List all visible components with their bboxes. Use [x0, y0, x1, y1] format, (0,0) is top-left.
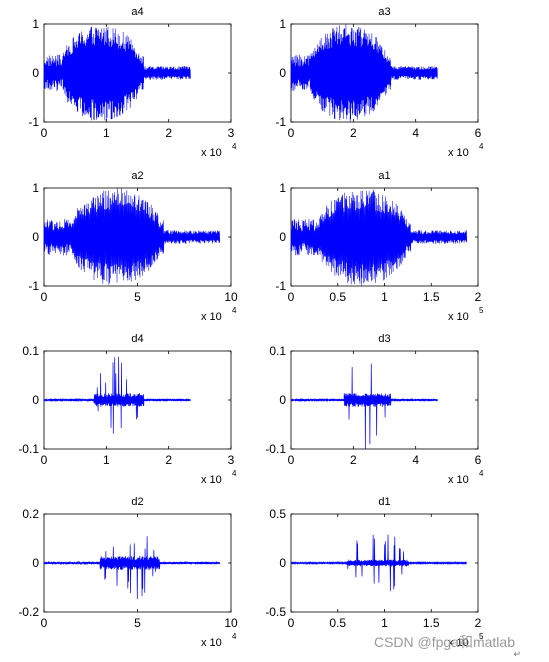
- subplot-d4: d40 1 2 3-0.100.1x 104: [18, 333, 237, 486]
- y-tick-label: 0.1: [269, 344, 286, 358]
- x-tick-label: 3: [228, 126, 235, 140]
- x-tick-label: 0: [41, 616, 48, 630]
- x-tick-label: 1: [103, 453, 110, 467]
- x-tick-label: 1.5: [423, 290, 440, 304]
- y-tick-label: -0.1: [18, 442, 39, 456]
- x-tick-label: 1: [381, 616, 388, 630]
- x-tick-label: 0: [288, 126, 295, 140]
- y-tick-label: -1: [275, 115, 286, 129]
- x-tick-label: 10: [224, 616, 238, 630]
- subplot-title: d1: [378, 496, 390, 508]
- y-tick-label: -0.1: [265, 442, 286, 456]
- x-tick-label: 2: [350, 126, 357, 140]
- y-tick-label: 1: [32, 181, 39, 195]
- x-tick-label: 1.5: [423, 616, 440, 630]
- x-tick-label: 2: [165, 126, 172, 140]
- x-tick-label: 2: [475, 616, 482, 630]
- subplot-d2: d20 5 10-0.200.2x 104: [18, 496, 238, 649]
- x-exponent-power: 4: [479, 142, 484, 151]
- x-exponent-power: 4: [232, 142, 237, 151]
- y-tick-label: -0.5: [265, 605, 286, 619]
- x-tick-label: 2: [475, 290, 482, 304]
- signal-trace: [290, 534, 468, 592]
- signal-trace: [290, 363, 438, 450]
- x-tick-label: 1: [381, 290, 388, 304]
- y-tick-label: 0: [32, 556, 39, 570]
- x-tick-label: 6: [475, 126, 482, 140]
- x-tick-label: 4: [412, 126, 419, 140]
- y-tick-label: 0.1: [22, 344, 39, 358]
- subplot-title: d2: [131, 496, 143, 508]
- subplot-d3: d30 2 4 6-0.100.1x 104: [265, 333, 484, 486]
- y-tick-label: -0.2: [18, 605, 39, 619]
- subplot-title: a3: [378, 6, 390, 18]
- x-exponent-power: 5: [479, 632, 484, 641]
- csdn-watermark: CSDN @fpga和matlab: [373, 634, 515, 650]
- x-tick-label: 0.5: [329, 290, 346, 304]
- signal-trace: [43, 356, 191, 434]
- x-exponent-power: 4: [232, 306, 237, 315]
- subplot-d1: d10 0.5 1 1.5 2-0.500.5x 105: [265, 496, 484, 649]
- y-tick-label: -1: [275, 279, 286, 293]
- y-tick-label: 0.5: [269, 507, 286, 521]
- x-exponent-label: x 10: [201, 147, 222, 159]
- x-tick-label: 10: [224, 290, 238, 304]
- x-tick-label: 1: [103, 126, 110, 140]
- y-tick-label: 0: [32, 230, 39, 244]
- x-tick-label: 0: [288, 290, 295, 304]
- x-tick-label: 2: [165, 453, 172, 467]
- subplot-title: d4: [131, 333, 143, 345]
- subplot-title: a1: [378, 170, 390, 182]
- signal-trace: [43, 188, 221, 285]
- x-exponent-label: x 10: [448, 147, 469, 159]
- x-tick-label: 0: [41, 453, 48, 467]
- y-tick-label: 0: [32, 393, 39, 407]
- x-tick-label: 5: [134, 616, 141, 630]
- y-tick-label: 0.2: [22, 507, 39, 521]
- x-exponent-label: x 10: [448, 474, 469, 486]
- y-tick-label: 0: [279, 66, 286, 80]
- y-tick-label: 1: [279, 181, 286, 195]
- x-exponent-label: x 10: [448, 311, 469, 323]
- x-exponent-power: 4: [479, 469, 484, 478]
- x-tick-label: 2: [350, 453, 357, 467]
- return-arrow-icon: ↵: [513, 650, 521, 660]
- x-tick-label: 3: [228, 453, 235, 467]
- y-tick-label: 0: [32, 66, 39, 80]
- x-tick-label: 0: [41, 126, 48, 140]
- x-exponent-label: x 10: [201, 637, 222, 649]
- subplot-title: a2: [131, 170, 143, 182]
- y-tick-label: 0: [279, 393, 286, 407]
- subplot-title: a4: [131, 6, 143, 18]
- x-exponent-label: x 10: [201, 474, 222, 486]
- x-exponent-label: x 10: [201, 311, 222, 323]
- x-tick-label: 0: [288, 453, 295, 467]
- signal-trace: [290, 189, 468, 286]
- x-tick-label: 5: [134, 290, 141, 304]
- y-tick-label: -1: [28, 279, 39, 293]
- signal-trace: [43, 536, 221, 600]
- x-tick-label: 0.5: [329, 616, 346, 630]
- signal-trace: [43, 26, 191, 121]
- x-tick-label: 0: [41, 290, 48, 304]
- x-tick-label: 0: [288, 616, 295, 630]
- x-tick-label: 4: [412, 453, 419, 467]
- y-tick-label: 0: [279, 556, 286, 570]
- y-tick-label: 1: [32, 17, 39, 31]
- y-tick-label: 1: [279, 17, 286, 31]
- signal-trace: [290, 24, 438, 122]
- x-exponent-power: 4: [232, 469, 237, 478]
- x-exponent-label: x 10: [448, 637, 469, 649]
- x-tick-label: 6: [475, 453, 482, 467]
- x-exponent-power: 5: [479, 306, 484, 315]
- x-exponent-power: 4: [232, 632, 237, 641]
- y-tick-label: 0: [279, 230, 286, 244]
- y-tick-label: -1: [28, 115, 39, 129]
- subplot-title: d3: [378, 333, 390, 345]
